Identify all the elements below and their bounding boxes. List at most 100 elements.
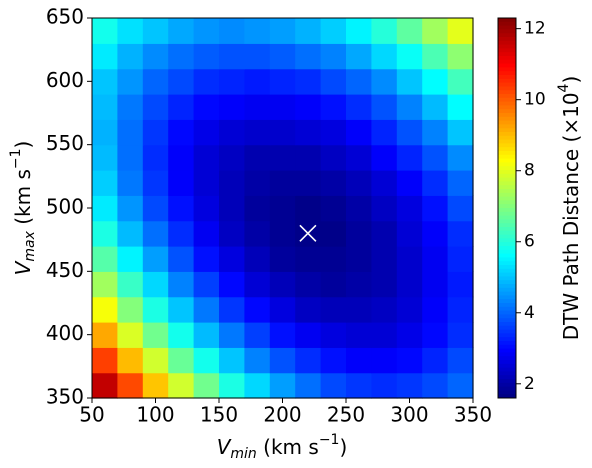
heatmap-cell xyxy=(168,195,195,222)
heatmap-cell xyxy=(168,347,195,374)
heatmap-cell xyxy=(447,43,474,70)
colorbar-strip xyxy=(498,170,516,175)
heatmap xyxy=(92,18,474,399)
heatmap-cell xyxy=(219,43,245,70)
colorbar-strip xyxy=(498,200,516,205)
heatmap-cell xyxy=(92,195,118,222)
heatmap-cell xyxy=(92,94,118,120)
colorbar-strip xyxy=(498,303,516,308)
heatmap-cell xyxy=(346,347,372,374)
heatmap-cell xyxy=(142,271,169,298)
colorbar-strip xyxy=(498,310,516,315)
heatmap-cell xyxy=(244,220,271,247)
colorbar-strip xyxy=(498,329,516,334)
colorbar-strip xyxy=(498,101,516,106)
heatmap-cell xyxy=(168,372,195,399)
heatmap-cell xyxy=(219,296,245,323)
heatmap-cell xyxy=(422,296,449,323)
heatmap-cell xyxy=(244,94,271,120)
colorbar-strip xyxy=(498,284,516,289)
heatmap-cell xyxy=(396,119,423,146)
heatmap-cell xyxy=(117,144,144,171)
heatmap-cell xyxy=(269,43,296,70)
heatmap-cell xyxy=(422,144,449,171)
heatmap-cell xyxy=(142,119,169,146)
heatmap-cell xyxy=(219,119,245,146)
heatmap-cell xyxy=(295,43,322,70)
heatmap-cell xyxy=(168,220,195,247)
colorbar-strip xyxy=(498,253,516,258)
heatmap-cell xyxy=(371,94,398,120)
heatmap-cell xyxy=(269,271,296,298)
colorbar-strip xyxy=(498,238,516,243)
x-tick-label: 50 xyxy=(79,403,104,427)
y-tick-label: 550 xyxy=(46,131,84,155)
heatmap-cell xyxy=(346,144,372,171)
heatmap-cell xyxy=(371,18,398,44)
colorbar-tick-label: 6 xyxy=(524,232,535,252)
colorbar-strip xyxy=(498,90,516,95)
heatmap-cell xyxy=(219,144,245,171)
heatmap-cell xyxy=(168,170,195,196)
y-tick-label: 650 xyxy=(46,5,84,29)
colorbar-strip xyxy=(498,18,516,23)
colorbar-strip xyxy=(498,158,516,163)
colorbar-strip xyxy=(498,78,516,84)
heatmap-cell xyxy=(447,68,474,95)
heatmap-cell xyxy=(244,18,271,44)
colorbar-strip xyxy=(498,322,516,327)
heatmap-cell xyxy=(142,144,169,171)
heatmap-cell xyxy=(371,271,398,298)
heatmap-cell xyxy=(269,94,296,120)
heatmap-cell xyxy=(193,296,220,323)
y-tick-label: 450 xyxy=(46,258,84,282)
colorbar-strip xyxy=(498,37,516,42)
heatmap-cell xyxy=(92,18,118,44)
heatmap-cell xyxy=(193,372,220,399)
heatmap-cell xyxy=(396,170,423,196)
colorbar-strip xyxy=(498,166,516,171)
heatmap-cell xyxy=(447,372,474,399)
heatmap-cell xyxy=(447,220,474,247)
colorbar-strip xyxy=(498,363,516,369)
heatmap-cell xyxy=(295,18,322,44)
heatmap-cell xyxy=(117,246,144,272)
colorbar-strip xyxy=(498,143,516,148)
heatmap-cell xyxy=(295,347,322,374)
heatmap-cell xyxy=(396,220,423,247)
y-tick-label: 600 xyxy=(46,68,84,92)
colorbar-strip xyxy=(498,120,516,125)
colorbar-strip xyxy=(498,113,516,118)
heatmap-cell xyxy=(92,170,118,196)
heatmap-cell xyxy=(371,43,398,70)
colorbar-strip xyxy=(498,287,516,293)
colorbar-strip xyxy=(498,109,516,114)
heatmap-cell xyxy=(422,322,449,348)
heatmap-cell xyxy=(117,18,144,44)
heatmap-cell xyxy=(295,94,322,120)
x-label-sub: min xyxy=(230,446,256,462)
heatmap-cell xyxy=(168,144,195,171)
heatmap-cell xyxy=(295,271,322,298)
heatmap-cell xyxy=(117,68,144,95)
colorbar-strip xyxy=(498,128,516,133)
heatmap-cell xyxy=(92,322,118,348)
heatmap-cell xyxy=(447,296,474,323)
colorbar-strip xyxy=(498,67,516,72)
heatmap-cell xyxy=(371,195,398,222)
heatmap-cell xyxy=(244,271,271,298)
heatmap-cell xyxy=(193,220,220,247)
heatmap-cell xyxy=(346,372,372,399)
heatmap-cell xyxy=(142,347,169,374)
x-label-sup: −1 xyxy=(319,432,340,448)
colorbar-strip xyxy=(498,306,516,312)
colorbar-strip xyxy=(498,314,516,319)
heatmap-cell xyxy=(295,144,322,171)
heatmap-cell xyxy=(269,296,296,323)
colorbar-strip xyxy=(498,352,516,357)
heatmap-cell xyxy=(269,372,296,399)
heatmap-cell xyxy=(117,296,144,323)
heatmap-cell xyxy=(168,68,195,95)
colorbar-strip xyxy=(498,196,516,201)
